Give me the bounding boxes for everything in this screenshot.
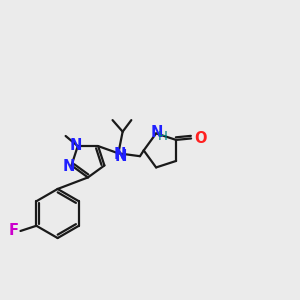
Text: N: N (115, 149, 128, 164)
Text: H: H (158, 130, 167, 143)
Text: N: N (151, 125, 164, 140)
Text: N: N (62, 159, 75, 174)
Text: F: F (9, 224, 19, 238)
Text: O: O (194, 131, 206, 146)
Text: N: N (69, 138, 82, 153)
Text: N: N (114, 147, 126, 162)
